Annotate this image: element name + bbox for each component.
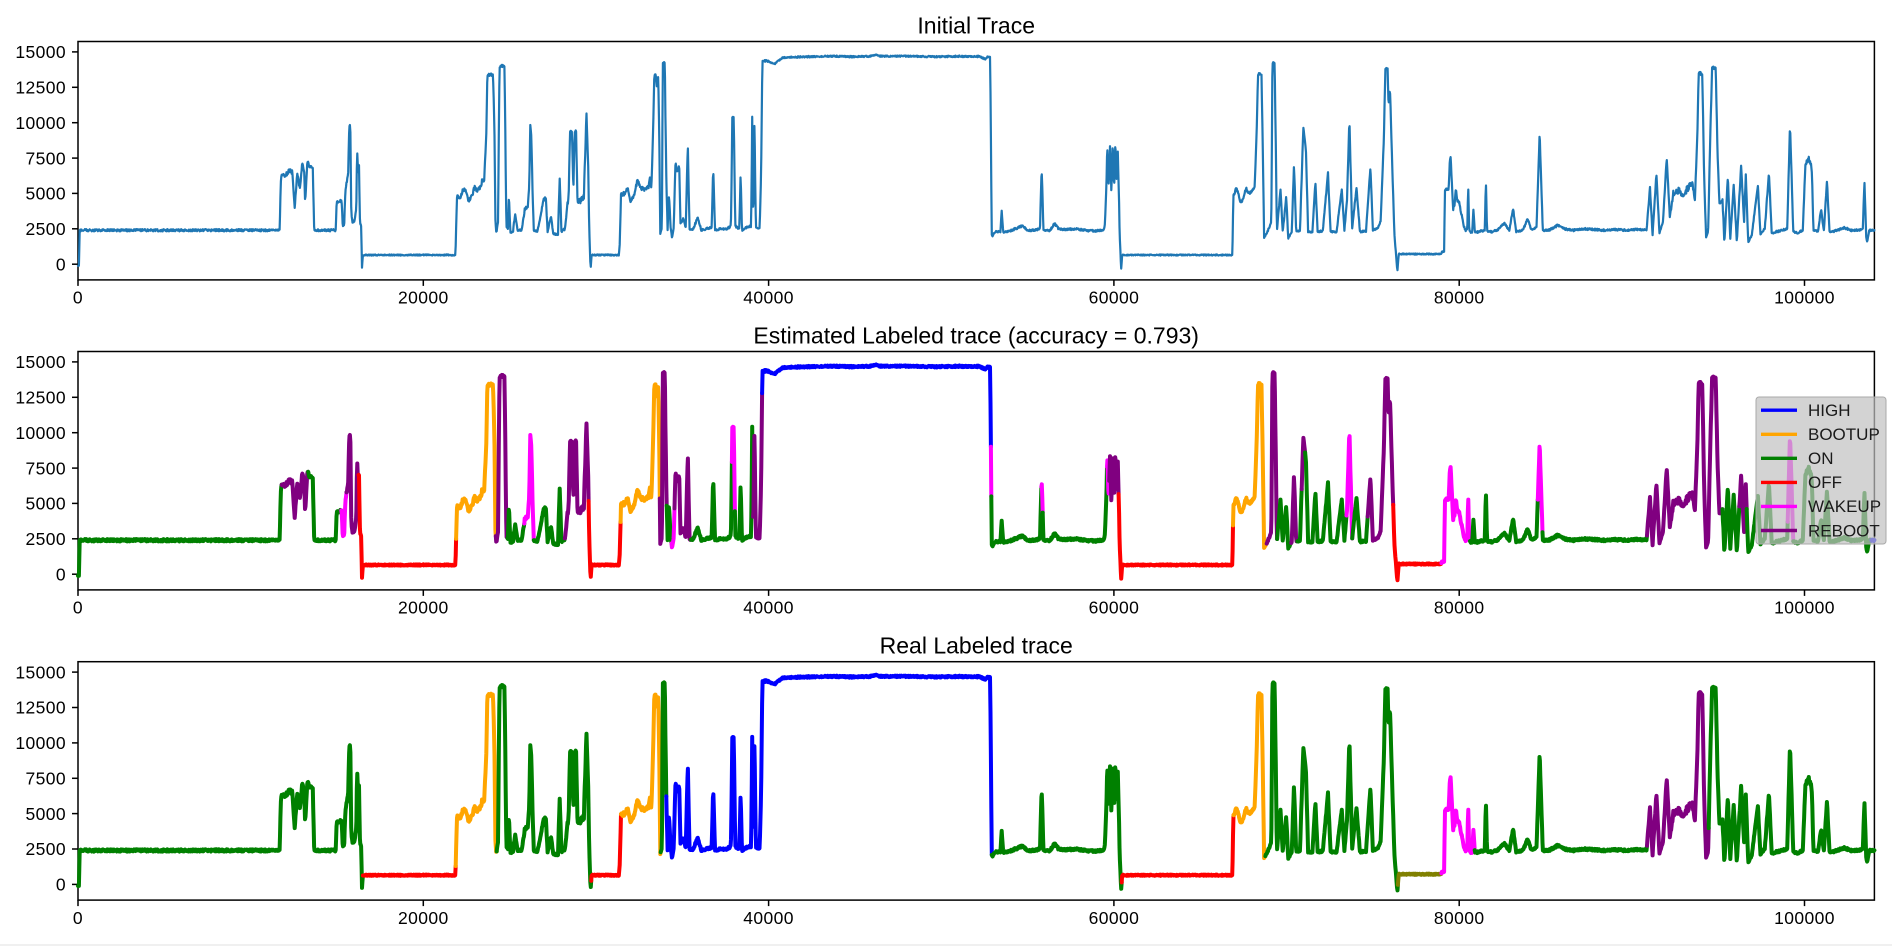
svg-text:60000: 60000 — [1089, 288, 1140, 308]
svg-text:REBOOT: REBOOT — [1808, 521, 1880, 540]
svg-text:0: 0 — [73, 288, 83, 308]
svg-text:40000: 40000 — [743, 908, 794, 928]
svg-text:10000: 10000 — [15, 113, 66, 133]
svg-text:20000: 20000 — [398, 288, 449, 308]
svg-text:40000: 40000 — [743, 598, 794, 618]
svg-text:OFF: OFF — [1808, 473, 1842, 492]
svg-text:7500: 7500 — [25, 769, 66, 789]
svg-text:5000: 5000 — [25, 494, 66, 514]
svg-text:20000: 20000 — [398, 908, 449, 928]
svg-text:100000: 100000 — [1774, 908, 1835, 928]
svg-text:80000: 80000 — [1434, 908, 1485, 928]
svg-text:0: 0 — [56, 564, 66, 584]
svg-text:10000: 10000 — [15, 733, 66, 753]
svg-text:15000: 15000 — [15, 662, 66, 682]
svg-text:60000: 60000 — [1089, 598, 1140, 618]
svg-text:0: 0 — [73, 908, 83, 928]
svg-text:Estimated Labeled trace (accur: Estimated Labeled trace (accuracy = 0.79… — [753, 323, 1199, 349]
svg-text:40000: 40000 — [743, 288, 794, 308]
svg-text:5000: 5000 — [25, 804, 66, 824]
svg-text:5000: 5000 — [25, 184, 66, 204]
svg-text:2500: 2500 — [25, 219, 66, 239]
svg-text:WAKEUP: WAKEUP — [1808, 497, 1881, 516]
svg-text:0: 0 — [56, 875, 66, 895]
svg-text:100000: 100000 — [1774, 598, 1835, 618]
svg-text:15000: 15000 — [15, 42, 66, 62]
svg-text:12500: 12500 — [15, 78, 66, 98]
svg-text:100000: 100000 — [1774, 288, 1835, 308]
svg-text:0: 0 — [73, 598, 83, 618]
svg-text:12500: 12500 — [15, 698, 66, 718]
svg-text:ON: ON — [1808, 449, 1834, 468]
svg-text:HIGH: HIGH — [1808, 401, 1851, 420]
svg-text:80000: 80000 — [1434, 288, 1485, 308]
svg-text:Real Labeled trace: Real Labeled trace — [880, 633, 1073, 659]
svg-text:12500: 12500 — [15, 388, 66, 408]
svg-text:15000: 15000 — [15, 352, 66, 372]
svg-text:7500: 7500 — [25, 458, 66, 478]
svg-text:0: 0 — [56, 254, 66, 274]
svg-text:80000: 80000 — [1434, 598, 1485, 618]
svg-text:7500: 7500 — [25, 148, 66, 168]
svg-text:2500: 2500 — [25, 529, 66, 549]
svg-text:2500: 2500 — [25, 839, 66, 859]
svg-text:20000: 20000 — [398, 598, 449, 618]
svg-text:Initial Trace: Initial Trace — [917, 13, 1035, 39]
svg-text:60000: 60000 — [1089, 908, 1140, 928]
svg-text:10000: 10000 — [15, 423, 66, 443]
svg-text:BOOTUP: BOOTUP — [1808, 425, 1880, 444]
